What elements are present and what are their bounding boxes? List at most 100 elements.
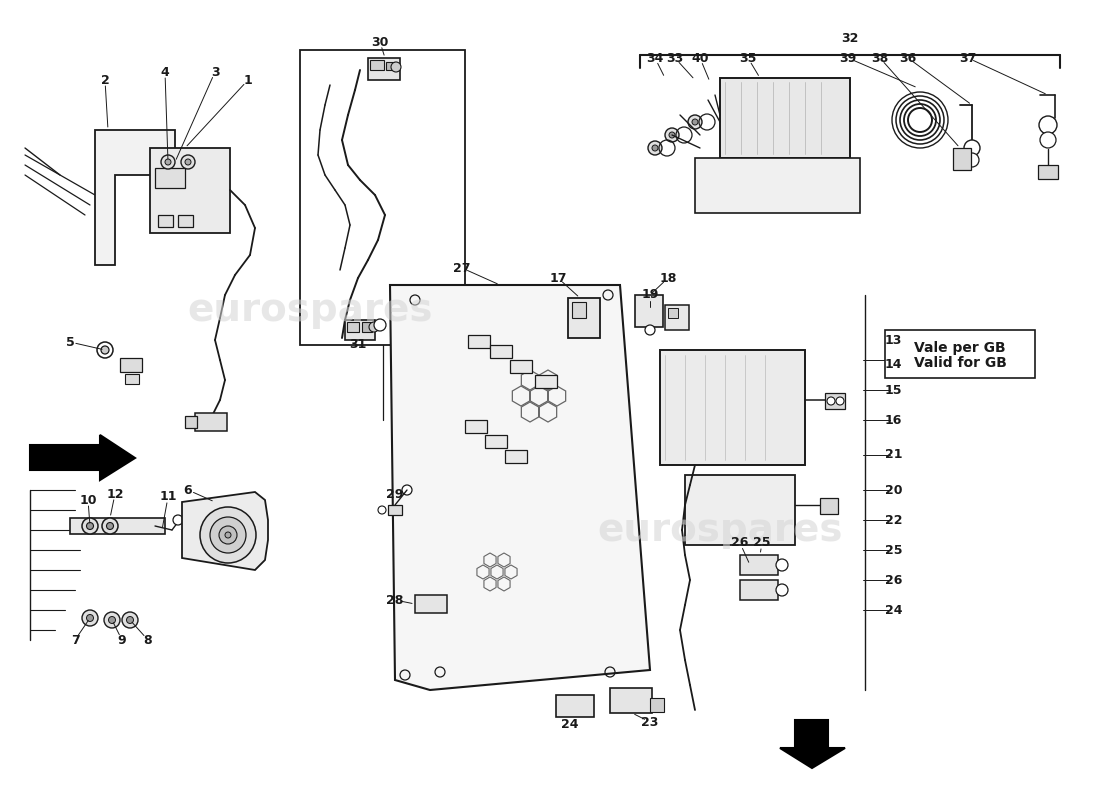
Text: 21: 21: [886, 449, 902, 462]
Bar: [346, 322, 359, 332]
Bar: [155, 168, 185, 188]
Text: 14: 14: [886, 358, 902, 371]
Text: 11: 11: [160, 490, 177, 503]
Circle shape: [827, 397, 835, 405]
Text: 26: 26: [732, 537, 749, 550]
Circle shape: [964, 140, 980, 156]
Text: 35: 35: [739, 51, 757, 65]
Bar: [720, 78, 850, 158]
Circle shape: [965, 153, 979, 167]
Polygon shape: [780, 720, 845, 768]
Circle shape: [185, 159, 191, 165]
Bar: [185, 416, 197, 428]
Circle shape: [101, 346, 109, 354]
Bar: [568, 298, 600, 338]
Bar: [388, 505, 401, 515]
Bar: [556, 695, 594, 717]
Circle shape: [226, 532, 231, 538]
Circle shape: [126, 617, 133, 623]
Bar: [650, 698, 664, 712]
Circle shape: [1040, 132, 1056, 148]
Bar: [510, 360, 532, 373]
Circle shape: [688, 115, 702, 129]
Text: eurospares: eurospares: [597, 511, 843, 549]
Text: 33: 33: [667, 51, 683, 65]
Circle shape: [390, 62, 402, 72]
Bar: [490, 345, 512, 358]
Text: eurospares: eurospares: [187, 291, 432, 329]
Text: 22: 22: [886, 514, 902, 526]
Circle shape: [82, 518, 98, 534]
Polygon shape: [182, 492, 268, 570]
Circle shape: [692, 119, 698, 125]
Text: 40: 40: [691, 51, 708, 65]
Polygon shape: [95, 130, 175, 265]
Circle shape: [666, 128, 679, 142]
Text: 23: 23: [641, 715, 659, 729]
Bar: [485, 435, 507, 448]
Circle shape: [648, 141, 662, 155]
Circle shape: [173, 515, 183, 525]
Text: Vale per GB: Vale per GB: [914, 341, 1005, 355]
Text: 15: 15: [886, 383, 902, 397]
Bar: [150, 148, 230, 233]
Text: 32: 32: [842, 31, 859, 45]
Bar: [386, 62, 396, 70]
Circle shape: [87, 522, 94, 530]
Circle shape: [1040, 116, 1057, 134]
Bar: [300, 50, 465, 345]
Bar: [195, 413, 227, 431]
Text: 2: 2: [100, 74, 109, 86]
Bar: [740, 555, 778, 575]
Circle shape: [836, 397, 844, 405]
Text: 5: 5: [66, 335, 75, 349]
Circle shape: [109, 617, 116, 623]
Circle shape: [87, 614, 94, 622]
Text: 25: 25: [754, 537, 771, 550]
Circle shape: [165, 159, 170, 165]
Text: 24: 24: [886, 603, 902, 617]
Bar: [953, 148, 971, 170]
Text: 34: 34: [647, 51, 663, 65]
Text: 18: 18: [659, 271, 676, 285]
Text: 7: 7: [70, 634, 79, 646]
Text: 39: 39: [839, 51, 857, 65]
Text: 9: 9: [118, 634, 127, 646]
Bar: [465, 420, 487, 433]
Text: 8: 8: [144, 634, 152, 646]
Bar: [368, 58, 400, 80]
Bar: [685, 475, 795, 545]
Circle shape: [104, 612, 120, 628]
Text: 38: 38: [871, 51, 889, 65]
Text: 17: 17: [549, 271, 566, 285]
Circle shape: [210, 517, 246, 553]
Circle shape: [97, 342, 113, 358]
Bar: [468, 335, 490, 348]
Bar: [535, 375, 557, 388]
Circle shape: [219, 526, 236, 544]
Text: 28: 28: [386, 594, 404, 606]
Text: 1: 1: [243, 74, 252, 86]
Text: 24: 24: [561, 718, 579, 731]
Circle shape: [368, 322, 379, 332]
Bar: [345, 320, 375, 340]
Bar: [668, 308, 678, 318]
Bar: [1038, 165, 1058, 179]
Circle shape: [102, 518, 118, 534]
Circle shape: [776, 584, 788, 596]
Bar: [825, 393, 845, 409]
Text: 19: 19: [641, 289, 659, 302]
Bar: [820, 498, 838, 514]
Bar: [178, 215, 192, 227]
Bar: [370, 60, 384, 70]
Circle shape: [378, 506, 386, 514]
Circle shape: [107, 522, 113, 530]
Bar: [695, 158, 860, 213]
Bar: [666, 305, 689, 330]
Bar: [70, 518, 165, 534]
Text: 37: 37: [959, 51, 977, 65]
Polygon shape: [30, 435, 135, 480]
Bar: [740, 580, 778, 600]
Circle shape: [776, 559, 788, 571]
Text: 10: 10: [79, 494, 97, 506]
